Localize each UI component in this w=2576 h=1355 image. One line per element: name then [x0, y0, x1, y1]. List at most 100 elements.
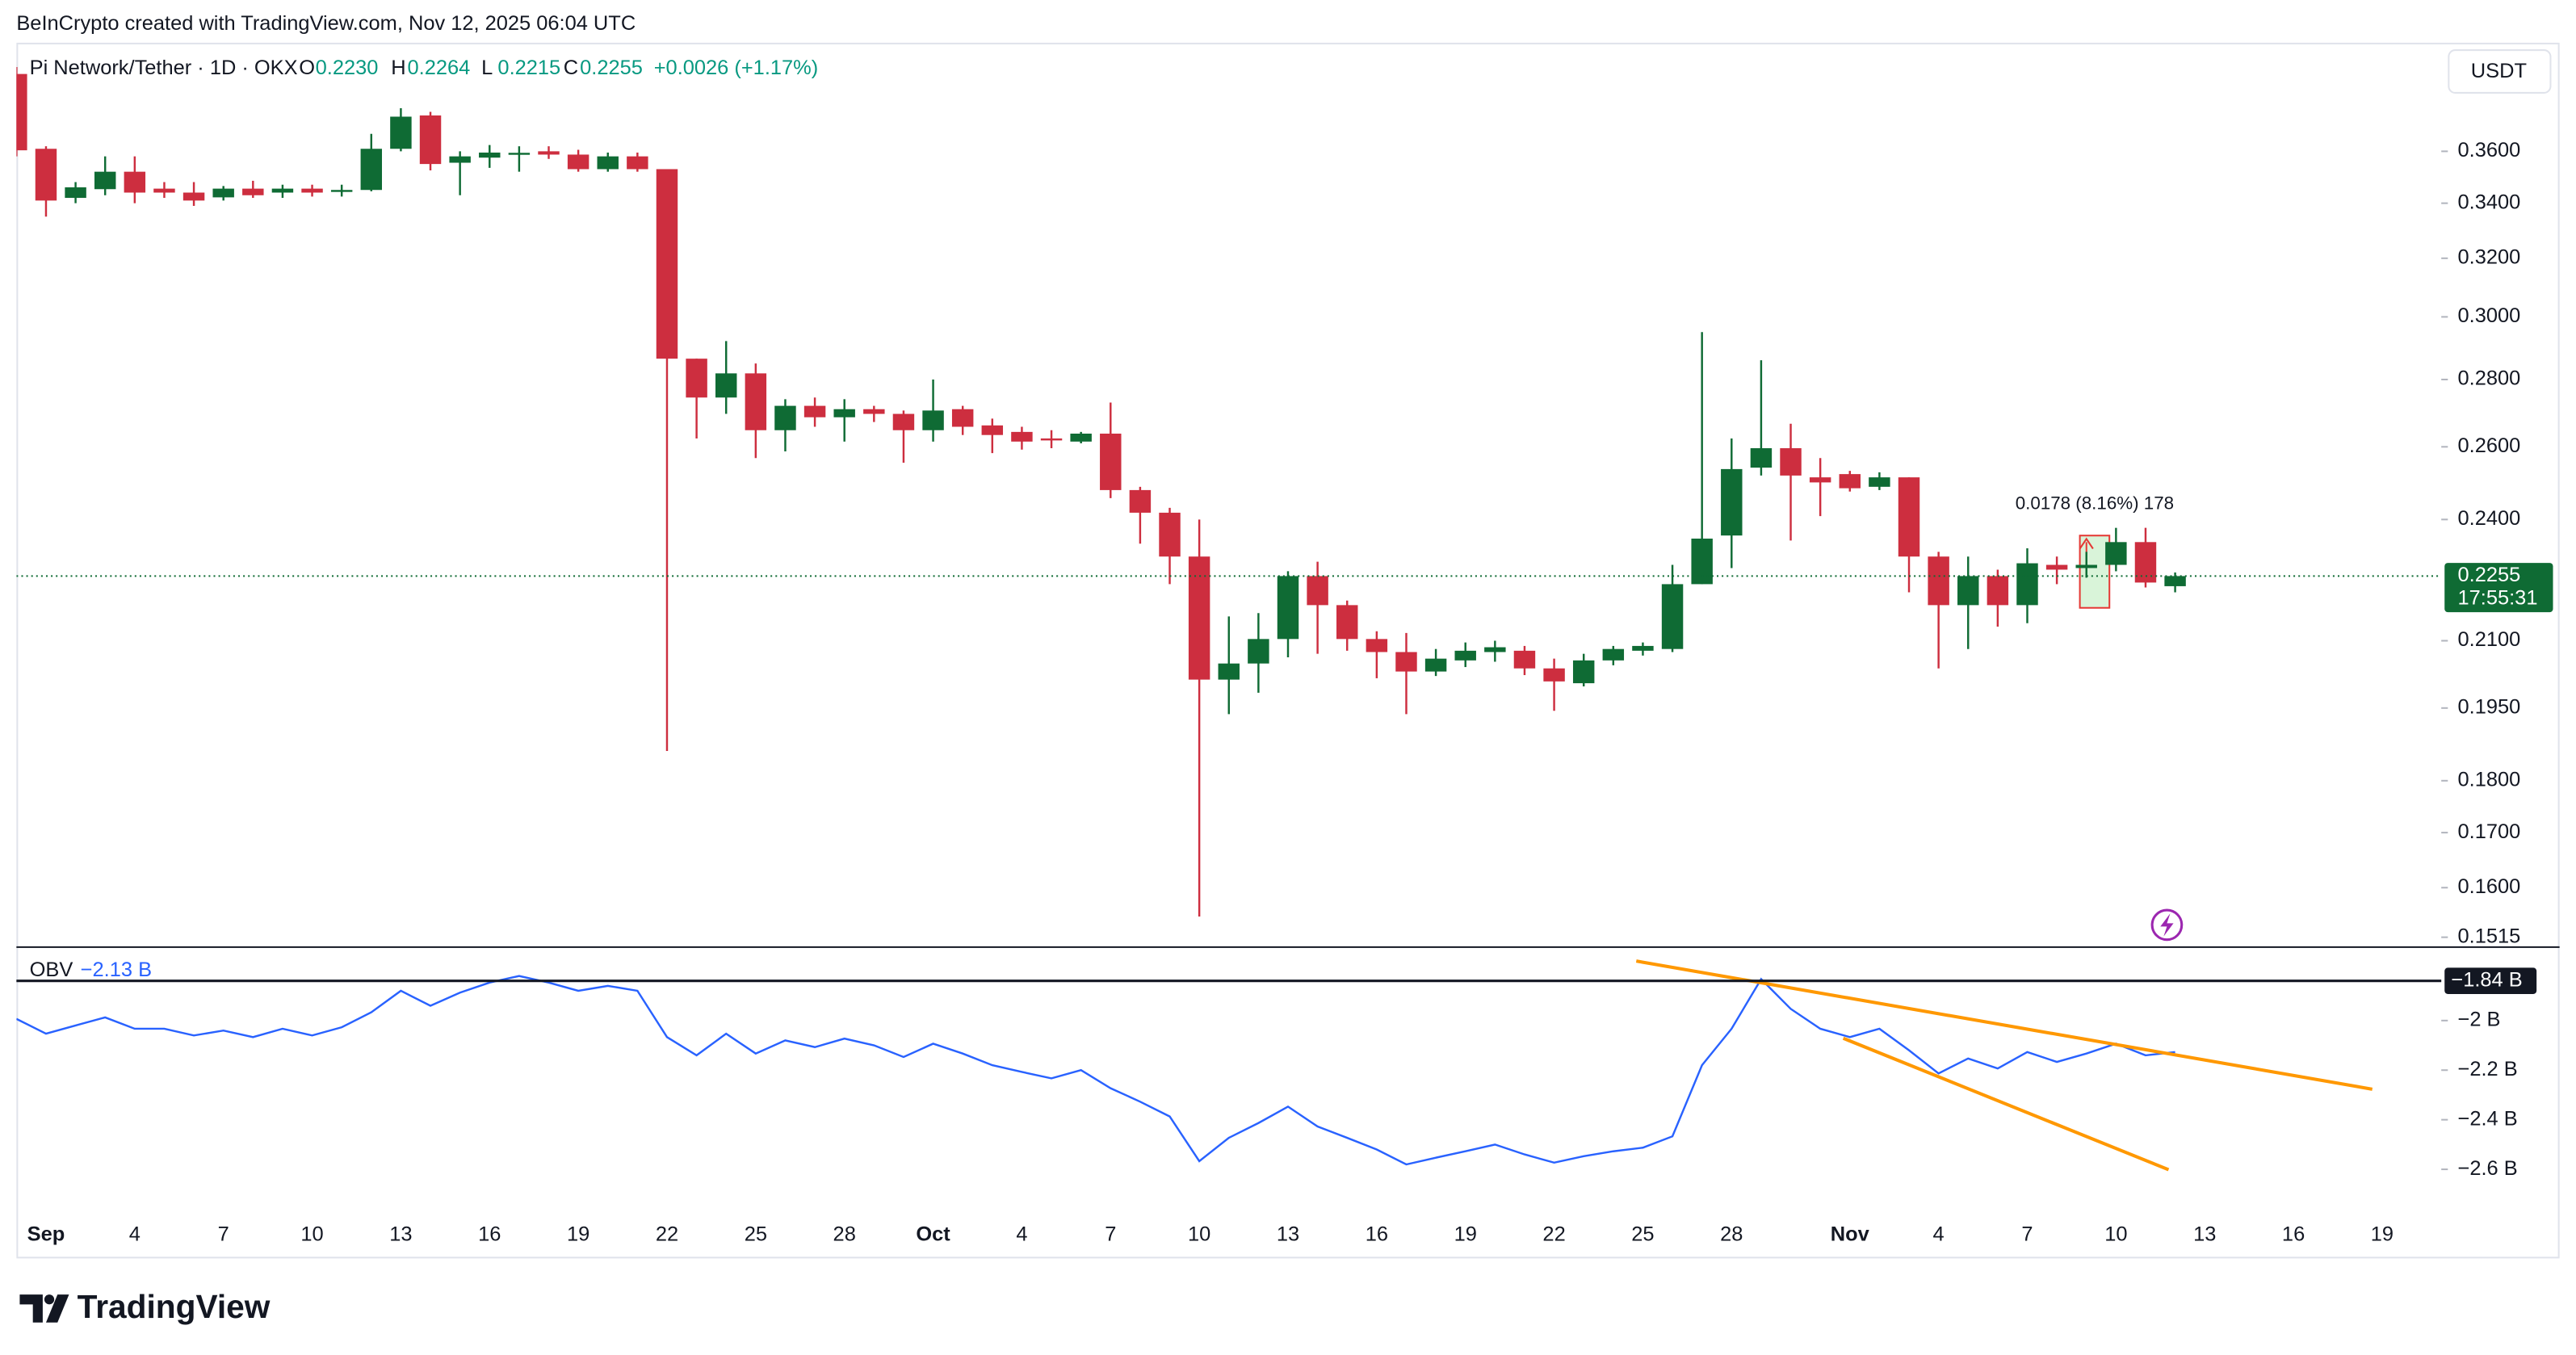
obv-line [16, 975, 2175, 1166]
candle-body [2105, 542, 2127, 565]
candle-body [65, 187, 86, 199]
candle-body [1809, 477, 1831, 483]
x-tick-label: 16 [1366, 1223, 1388, 1246]
candle-body [715, 373, 737, 398]
candle-body [1661, 584, 1684, 649]
y-tick-label: 0.1800 [2458, 769, 2521, 791]
y-tick-label: 0.1600 [2458, 875, 2521, 898]
candle-body [1484, 647, 1506, 652]
y-tick-label: −2.6 B [2458, 1157, 2518, 1180]
y-tick-label: −2.4 B [2458, 1107, 2518, 1130]
ohlc-value: 0.2215 [497, 57, 560, 79]
candle-body [1691, 538, 1713, 585]
candle-body [656, 169, 678, 359]
x-tick-label: 13 [1277, 1223, 1299, 1246]
candle-body [627, 156, 648, 170]
horizontal-line-box [2444, 967, 2537, 994]
x-tick-label: 28 [833, 1223, 856, 1246]
measure-box [2079, 535, 2111, 609]
candle-body [833, 409, 855, 417]
candle-body [94, 171, 116, 190]
x-tick-label: 28 [1720, 1223, 1743, 1246]
y-tick-label: −2 B [2458, 1009, 2501, 1031]
logo-mark [19, 1294, 43, 1323]
x-tick-label: 22 [656, 1223, 678, 1246]
x-tick-label: 25 [1631, 1223, 1654, 1246]
candle-body [1869, 477, 1890, 487]
candle-body [922, 410, 944, 430]
currency-box [2448, 49, 2552, 94]
candle-body [951, 409, 974, 427]
obv-value: −2.13 B [81, 959, 152, 981]
candle-body [1987, 576, 2009, 606]
trendline [1635, 959, 2373, 1091]
chart-frame [16, 42, 2560, 1259]
y-tick-label: 0.1700 [2458, 820, 2521, 843]
chart-title: Pi Network/Tether · 1D · OKX [30, 57, 298, 79]
candle-body [16, 73, 27, 151]
logo: TradingView [19, 1288, 271, 1325]
candle-body [1957, 576, 1979, 606]
candle-body [242, 188, 264, 195]
logo-text: TradingView [78, 1288, 271, 1325]
x-tick-label: 10 [300, 1223, 323, 1246]
ohlc-value: 0.2230 [316, 57, 379, 79]
candle-body [2164, 576, 2186, 586]
candle-body [1928, 556, 1949, 606]
candle-body [35, 149, 57, 201]
y-tick-label: 0.3400 [2458, 191, 2521, 213]
candle-body [981, 425, 1004, 435]
last-price-label: 0.2255 [2458, 564, 2521, 586]
horizontal-line-label: −1.84 B [2451, 968, 2522, 991]
x-tick-label: 16 [478, 1223, 501, 1246]
x-tick-label: 7 [1105, 1223, 1116, 1246]
candle-body [1011, 431, 1033, 442]
candle-body [1750, 448, 1773, 468]
change: +0.0026 (+1.17%) [654, 57, 819, 79]
x-tick-label: 13 [389, 1223, 412, 1246]
candle-body [1395, 652, 1417, 672]
candle-body [1898, 477, 1920, 557]
candle-body [390, 116, 412, 149]
x-tick-label: Nov [1831, 1223, 1870, 1246]
x-tick-label: 10 [1188, 1223, 1210, 1246]
candle-body [774, 405, 796, 430]
y-tick-label: 0.2400 [2458, 507, 2521, 530]
candle-body [212, 188, 234, 198]
candle-body [1100, 433, 1122, 490]
x-tick-label: 4 [1933, 1223, 1945, 1246]
ohlc-key: H [391, 57, 405, 79]
obv-plot [16, 975, 2175, 1166]
candle-body [1307, 576, 1328, 606]
x-tick-label: 19 [2371, 1223, 2393, 1246]
candle-body [1159, 512, 1181, 557]
candle-body [479, 152, 501, 158]
candle-body [301, 188, 323, 193]
candle-body [1366, 639, 1388, 652]
candle-body [567, 154, 589, 170]
x-tick-label: 25 [745, 1223, 767, 1246]
x-tick-label: 7 [218, 1223, 229, 1246]
measure-label: 0.0178 (8.16%) 178 [2016, 493, 2174, 513]
candle-body [153, 188, 175, 193]
candle-body [360, 149, 383, 191]
logo-slash [45, 1294, 69, 1323]
obv-title: OBV [30, 959, 73, 981]
y-tick-label: 0.2100 [2458, 628, 2521, 651]
candle-body [686, 359, 707, 398]
candle-body [892, 413, 915, 430]
candle-body [2075, 564, 2097, 568]
candle-body [1572, 660, 1595, 684]
x-tick-label: 13 [2193, 1223, 2216, 1246]
candle-body [803, 405, 826, 417]
candle-body [1218, 663, 1240, 680]
y-tick-label: 0.3200 [2458, 246, 2521, 269]
candle-body [449, 156, 471, 163]
last-price-box [2444, 563, 2553, 613]
candle-body [508, 153, 531, 155]
candle-body [2045, 564, 2068, 570]
candle-body [1188, 556, 1210, 680]
price-plot [16, 67, 2442, 917]
